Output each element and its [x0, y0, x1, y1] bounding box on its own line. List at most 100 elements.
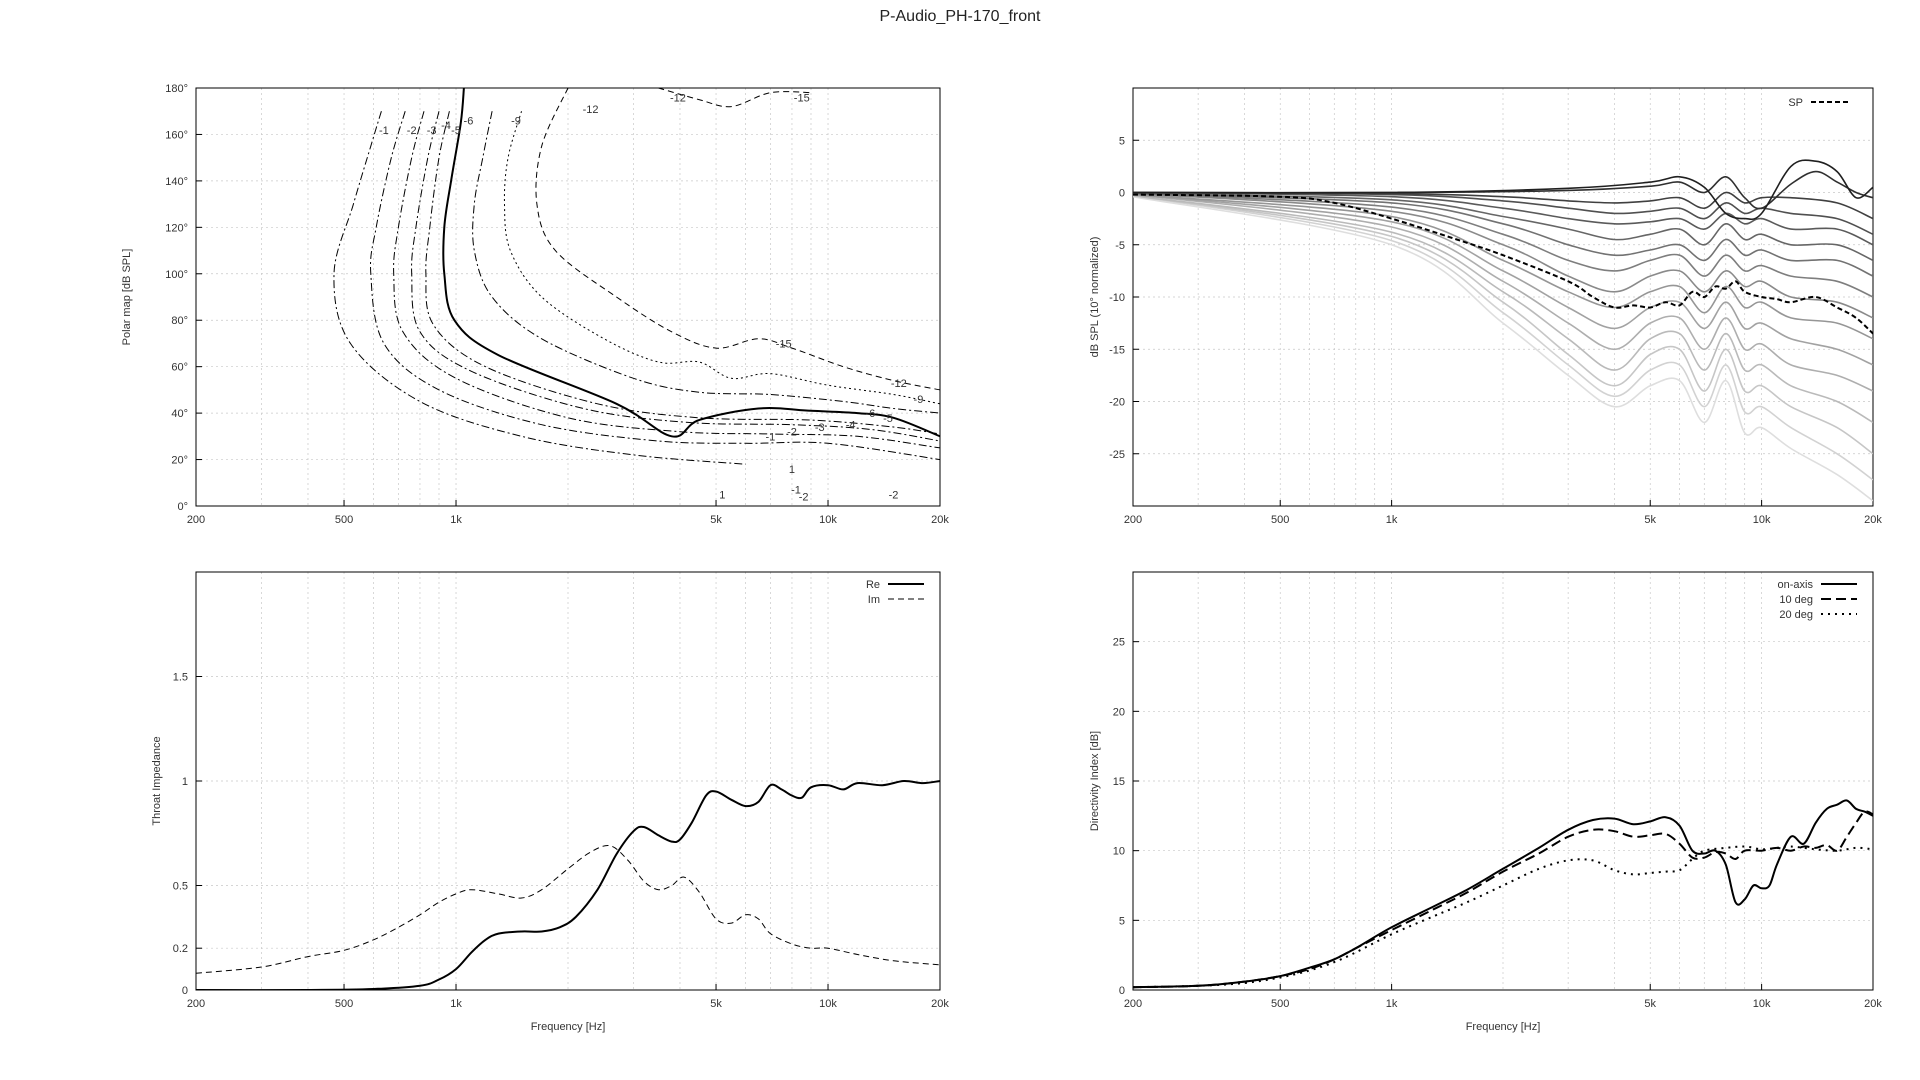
y-tick-label: 20	[1113, 706, 1125, 718]
y-tick-label: -15	[1109, 344, 1125, 356]
off-axis-curve	[1133, 193, 1873, 340]
page-title: P-Audio_PH-170_front	[879, 8, 1041, 25]
y-tick-label: 140°	[165, 176, 188, 188]
series-line	[1133, 810, 1873, 989]
chart-panel-directivity_index: 200 500 1k 5k 10k 20k 0 5 10 15 20 25 Directivity In…	[1089, 571, 1882, 1033]
y-tick-label: 25	[1113, 637, 1125, 649]
legend-label: Re	[866, 579, 880, 591]
off-axis-curve	[1133, 193, 1873, 366]
off-axis-curve	[1133, 191, 1873, 246]
x-tick-label: 5k	[710, 514, 722, 526]
x-tick-label: 200	[187, 514, 205, 526]
chart-panel-normalized_spl: 200 500 1k 5k 10k 20k 5 0 -5 -10 -15 -20 -25 dB SPL (…	[1089, 87, 1882, 526]
curve-group	[1133, 799, 1873, 989]
series-line	[196, 779, 940, 990]
x-tick-label: 20k	[1864, 514, 1882, 526]
contour-label: -3	[815, 422, 825, 434]
y-tick-label: 60°	[171, 362, 188, 374]
legend-label: on-axis	[1778, 579, 1814, 591]
y-tick-label: 5	[1119, 915, 1125, 927]
contour-line	[411, 111, 940, 442]
series-line	[1133, 845, 1873, 989]
contour-line	[535, 88, 940, 391]
curve-group	[196, 779, 940, 990]
contour-label: -6	[866, 408, 876, 420]
series-line	[196, 845, 940, 974]
sp-curve	[1133, 193, 1873, 335]
y-tick-label: 0°	[177, 501, 188, 513]
x-tick-label: 500	[1271, 514, 1289, 526]
x-tick-label: 10k	[1753, 998, 1771, 1010]
legend-label: 20 deg	[1779, 609, 1813, 621]
y-tick-label: 0.5	[173, 881, 188, 893]
y-tick-label: 10	[1113, 846, 1125, 858]
y-tick-label: -20	[1109, 397, 1125, 409]
contour-label: 1	[719, 489, 725, 501]
y-axis-label: Polar map [dB SPL]	[121, 249, 133, 346]
contour-label: -5	[451, 125, 461, 137]
x-tick-label: 1k	[1386, 514, 1398, 526]
contour-line	[472, 111, 940, 414]
x-tick-label: 5k	[1644, 514, 1656, 526]
y-tick-label: 160°	[165, 129, 188, 141]
contour-label: -4	[846, 420, 856, 432]
chart-panel-polar_map: 200 500 1k 5k 10k 20k 0° 20° 40° 60° 80° 100° 120° 14…	[121, 83, 949, 526]
contour-label: -1	[766, 431, 776, 443]
contour-label: -12	[583, 104, 599, 116]
y-tick-label: 0.2	[173, 943, 188, 955]
contour-label: -2	[799, 492, 809, 504]
y-tick-label: 180°	[165, 83, 188, 95]
contour-label: -15	[794, 92, 810, 104]
legend-label: Im	[868, 594, 880, 606]
contour-label: -12	[891, 378, 907, 390]
off-axis-curve	[1133, 193, 1873, 392]
x-tick-label: 1k	[450, 514, 462, 526]
off-axis-curve	[1133, 192, 1873, 277]
contour-line	[333, 111, 746, 465]
contour-label: -2	[889, 489, 899, 501]
y-tick-label: 100°	[165, 269, 188, 281]
contour-label: -9	[511, 116, 521, 128]
x-tick-label: 200	[187, 998, 205, 1010]
x-tick-label: 10k	[819, 998, 837, 1010]
contour-label: -9	[914, 394, 924, 406]
x-tick-label: 200	[1124, 998, 1142, 1010]
x-tick-label: 500	[335, 998, 353, 1010]
off-axis-curve	[1133, 192, 1873, 319]
off-axis-curve	[1133, 191, 1873, 236]
contour-label: -6	[464, 116, 474, 128]
contour-line	[370, 111, 940, 461]
contour-label: -2	[407, 125, 417, 137]
x-tick-label: 500	[335, 514, 353, 526]
y-tick-label: 1	[182, 776, 188, 788]
x-tick-label: 500	[1271, 998, 1289, 1010]
y-tick-label: 15	[1113, 776, 1125, 788]
y-tick-label: -10	[1109, 292, 1125, 304]
contour-group	[333, 88, 940, 465]
off-axis-curve	[1133, 194, 1873, 455]
x-tick-label: 10k	[1753, 514, 1771, 526]
contour-line	[393, 111, 940, 449]
off-axis-curve	[1133, 194, 1873, 481]
legend-label: SP	[1788, 97, 1803, 109]
legend-label: 10 deg	[1779, 594, 1813, 606]
off-axis-curve	[1133, 194, 1873, 424]
y-tick-label: 1.5	[173, 672, 188, 684]
off-axis-curve	[1133, 192, 1873, 298]
contour-label: -12	[670, 92, 686, 104]
y-tick-label: -5	[1115, 240, 1125, 252]
contour-line	[658, 88, 812, 108]
y-tick-label: -25	[1109, 449, 1125, 461]
x-tick-label: 20k	[1864, 998, 1882, 1010]
contour-label: 1	[789, 464, 795, 476]
off-axis-curve	[1133, 159, 1873, 221]
y-axis-label: Throat Impedance	[151, 736, 163, 825]
y-tick-label: 80°	[171, 315, 188, 327]
x-axis-label: Frequency [Hz]	[1466, 1021, 1541, 1033]
y-tick-label: 40°	[171, 408, 188, 420]
x-tick-label: 10k	[819, 514, 837, 526]
x-tick-label: 20k	[931, 998, 949, 1010]
contour-label: -2	[787, 427, 797, 439]
x-tick-label: 200	[1124, 514, 1142, 526]
x-tick-label: 5k	[1644, 998, 1656, 1010]
